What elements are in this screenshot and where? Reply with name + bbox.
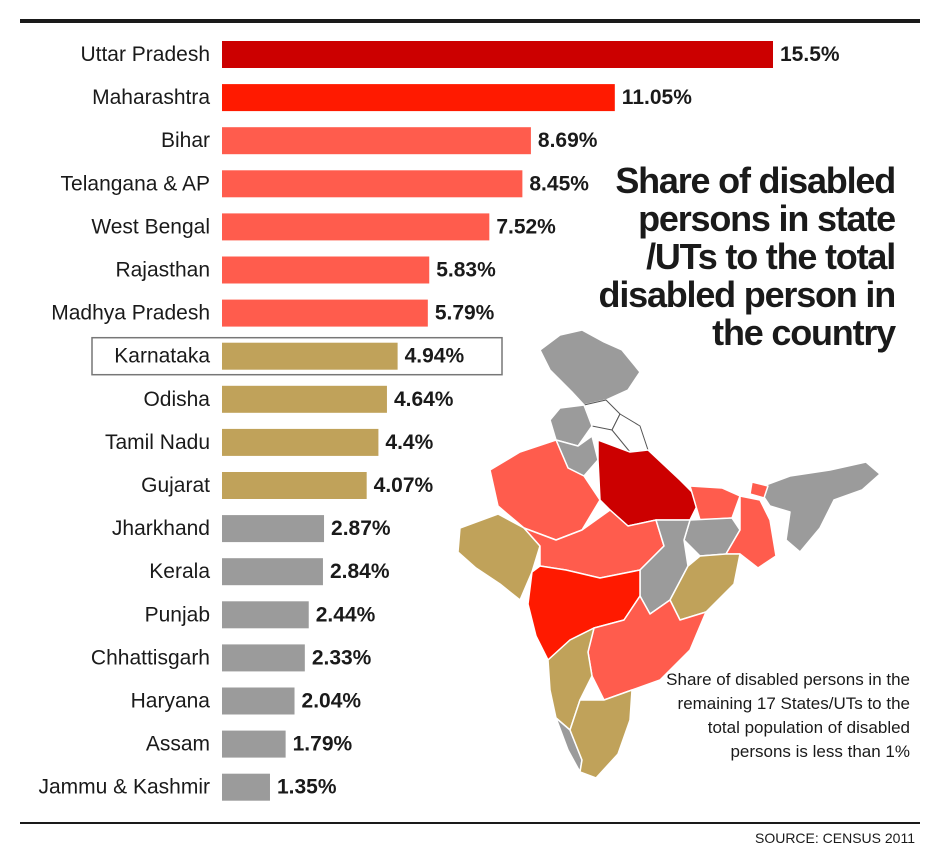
- category-label-10: Gujarat: [141, 474, 210, 497]
- map-sikkim: [749, 481, 769, 499]
- bar-8: [222, 385, 387, 413]
- bar-13: [222, 601, 309, 629]
- category-label-6: Madhya Pradesh: [51, 302, 210, 325]
- source-credit: SOURCE: CENSUS 2011: [754, 830, 915, 846]
- bar-5: [222, 256, 430, 284]
- india-map: [457, 329, 881, 779]
- value-label-0: 15.5%: [780, 43, 840, 66]
- bar-6: [222, 299, 428, 327]
- map-north-east: [757, 461, 881, 553]
- category-label-12: Kerala: [149, 560, 210, 583]
- value-label-12: 2.84%: [330, 560, 390, 583]
- bottom-rule: [20, 822, 920, 824]
- value-label-10: 4.07%: [374, 474, 434, 497]
- category-label-4: West Bengal: [91, 215, 210, 238]
- labels-group: Uttar Pradesh 15.5% Maharashtra 11.05% Bihar…: [38, 43, 839, 799]
- map-tamil-nadu: [569, 689, 633, 779]
- chart-title: Share of disabled persons in state /UTs …: [598, 160, 897, 353]
- category-label-1: Maharashtra: [92, 86, 210, 109]
- category-label-13: Punjab: [145, 603, 210, 626]
- category-label-2: Bihar: [161, 129, 210, 152]
- category-label-8: Odisha: [143, 388, 210, 411]
- bar-10: [222, 472, 367, 499]
- bar-16: [222, 730, 286, 758]
- value-label-17: 1.35%: [277, 776, 337, 799]
- bar-17: [222, 773, 270, 801]
- value-label-11: 2.87%: [331, 517, 391, 540]
- category-label-3: Telangana & AP: [61, 172, 210, 195]
- bar-9: [222, 428, 379, 456]
- category-label-17: Jammu & Kashmir: [38, 776, 210, 799]
- value-label-9: 4.4%: [385, 431, 433, 454]
- value-label-1: 11.05%: [622, 86, 692, 109]
- footnote: Share of disabled persons in the remaini…: [666, 670, 910, 761]
- value-label-5: 5.83%: [436, 259, 496, 282]
- value-label-3: 8.45%: [529, 172, 589, 195]
- map-gujarat: [457, 513, 541, 601]
- bar-1: [222, 84, 615, 112]
- map-telangana-ap: [587, 595, 707, 701]
- category-label-0: Uttar Pradesh: [80, 43, 210, 66]
- value-label-14: 2.33%: [312, 646, 372, 669]
- value-label-7: 4.94%: [405, 345, 465, 368]
- value-label-4: 7.52%: [496, 215, 556, 238]
- category-label-9: Tamil Nadu: [105, 431, 210, 454]
- map-bihar: [689, 485, 741, 521]
- bar-2: [222, 127, 531, 155]
- map-karnataka: [547, 627, 595, 731]
- category-label-14: Chhattisgarh: [91, 646, 210, 669]
- bar-4: [222, 213, 490, 241]
- bars-group: [222, 41, 773, 801]
- map-jammu-kashmir: [539, 329, 641, 406]
- category-label-11: Jharkhand: [112, 517, 210, 540]
- value-label-16: 1.79%: [293, 733, 353, 756]
- bar-0: [222, 41, 773, 68]
- value-label-6: 5.79%: [435, 302, 495, 325]
- category-label-7: Karnataka: [114, 345, 210, 368]
- value-label-8: 4.64%: [394, 388, 454, 411]
- bar-15: [222, 687, 295, 715]
- category-label-16: Assam: [146, 733, 210, 756]
- map-west-bengal: [725, 495, 777, 569]
- category-label-15: Haryana: [131, 690, 211, 713]
- bar-12: [222, 558, 323, 586]
- map-uttarakhand: [611, 413, 649, 453]
- value-label-13: 2.44%: [316, 603, 376, 626]
- value-label-2: 8.69%: [538, 129, 598, 152]
- bar-14: [222, 644, 305, 672]
- bar-7: [222, 342, 398, 370]
- category-label-5: Rajasthan: [115, 259, 210, 282]
- top-rule: [20, 19, 920, 23]
- highlight-box: [91, 336, 503, 376]
- bar-11: [222, 515, 325, 543]
- bar-3: [222, 170, 523, 198]
- value-label-15: 2.04%: [302, 690, 362, 713]
